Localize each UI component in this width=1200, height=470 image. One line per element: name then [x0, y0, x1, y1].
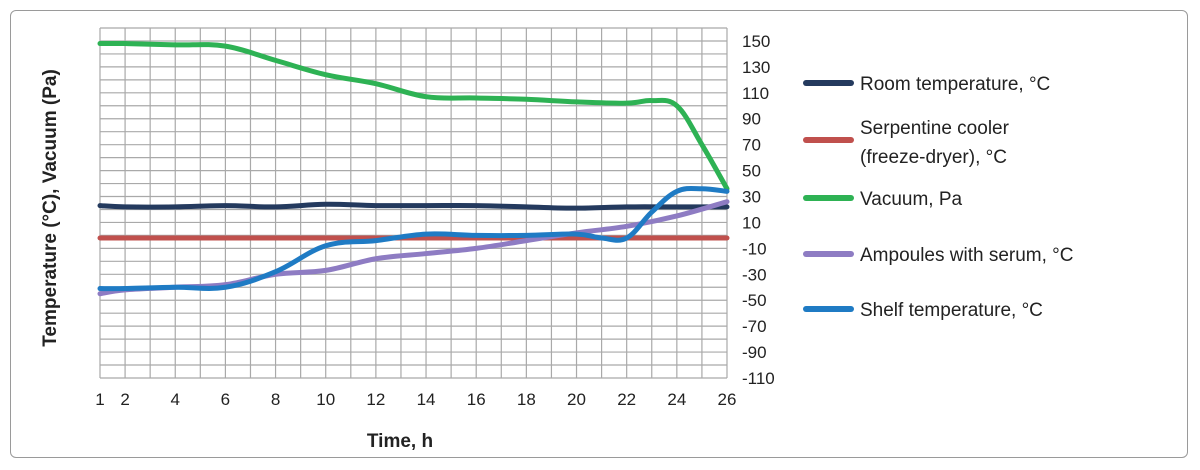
y-tick-label: -110 [742, 369, 775, 388]
y-tick-labels: 150 130 110 90 70 50 30 10 -10 -30 -50 -70 -90 -110 [742, 32, 775, 388]
series-line-3 [97, 40, 730, 192]
y-tick-label: -10 [742, 239, 767, 258]
y-tick-label: 130 [742, 58, 770, 77]
x-tick-label: 22 [617, 390, 636, 409]
legend-label: Shelf temperature, °C [860, 300, 1043, 321]
y-tick-label: -50 [742, 291, 767, 310]
y-tick-label: 110 [742, 84, 769, 103]
series-lines [97, 40, 730, 297]
y-tick-label: 90 [742, 110, 761, 129]
x-tick-label: 8 [271, 390, 280, 409]
x-tick-label: 16 [467, 390, 486, 409]
y-tick-label: 150 [742, 32, 770, 51]
x-tick-label: 20 [567, 390, 586, 409]
series-line-4 [97, 199, 730, 297]
y-tick-label: -90 [742, 343, 767, 362]
legend-label: Serpentine cooler [860, 118, 1010, 139]
y-tick-label: 10 [742, 213, 761, 232]
x-tick-label: 18 [517, 390, 536, 409]
x-tick-label: 14 [417, 390, 436, 409]
y-tick-label: 30 [742, 188, 761, 207]
legend: Room temperature, °C Serpentine cooler (fr… [803, 74, 1074, 321]
y-tick-label: -70 [742, 317, 767, 336]
x-axis-title: Time, h [367, 431, 433, 452]
legend-label: Ampoules with serum, °C [860, 245, 1074, 266]
x-tick-labels: 1 2 4 6 8 10 12 14 16 18 20 22 24 26 [95, 390, 736, 409]
x-tick-label: 26 [718, 390, 737, 409]
series-line-1 [97, 201, 730, 211]
x-tick-label: 1 [95, 390, 104, 409]
x-tick-label: 10 [316, 390, 335, 409]
x-tick-label: 24 [667, 390, 686, 409]
legend-label: (freeze-dryer), °C [860, 147, 1007, 168]
legend-label: Room temperature, °C [860, 74, 1050, 95]
series-line-5 [97, 185, 730, 292]
x-tick-label: 4 [171, 390, 180, 409]
x-tick-label: 6 [221, 390, 230, 409]
y-axis-title: Temperature (°C), Vacuum (Pa) [40, 69, 61, 347]
y-tick-label: 70 [742, 136, 761, 155]
legend-label: Vacuum, Pa [860, 189, 963, 210]
x-tick-label: 2 [120, 390, 129, 409]
y-tick-label: -30 [742, 265, 767, 284]
x-tick-label: 12 [366, 390, 385, 409]
y-tick-label: 50 [742, 162, 761, 181]
grid-lines [99, 27, 728, 379]
chart-frame [10, 10, 1188, 458]
